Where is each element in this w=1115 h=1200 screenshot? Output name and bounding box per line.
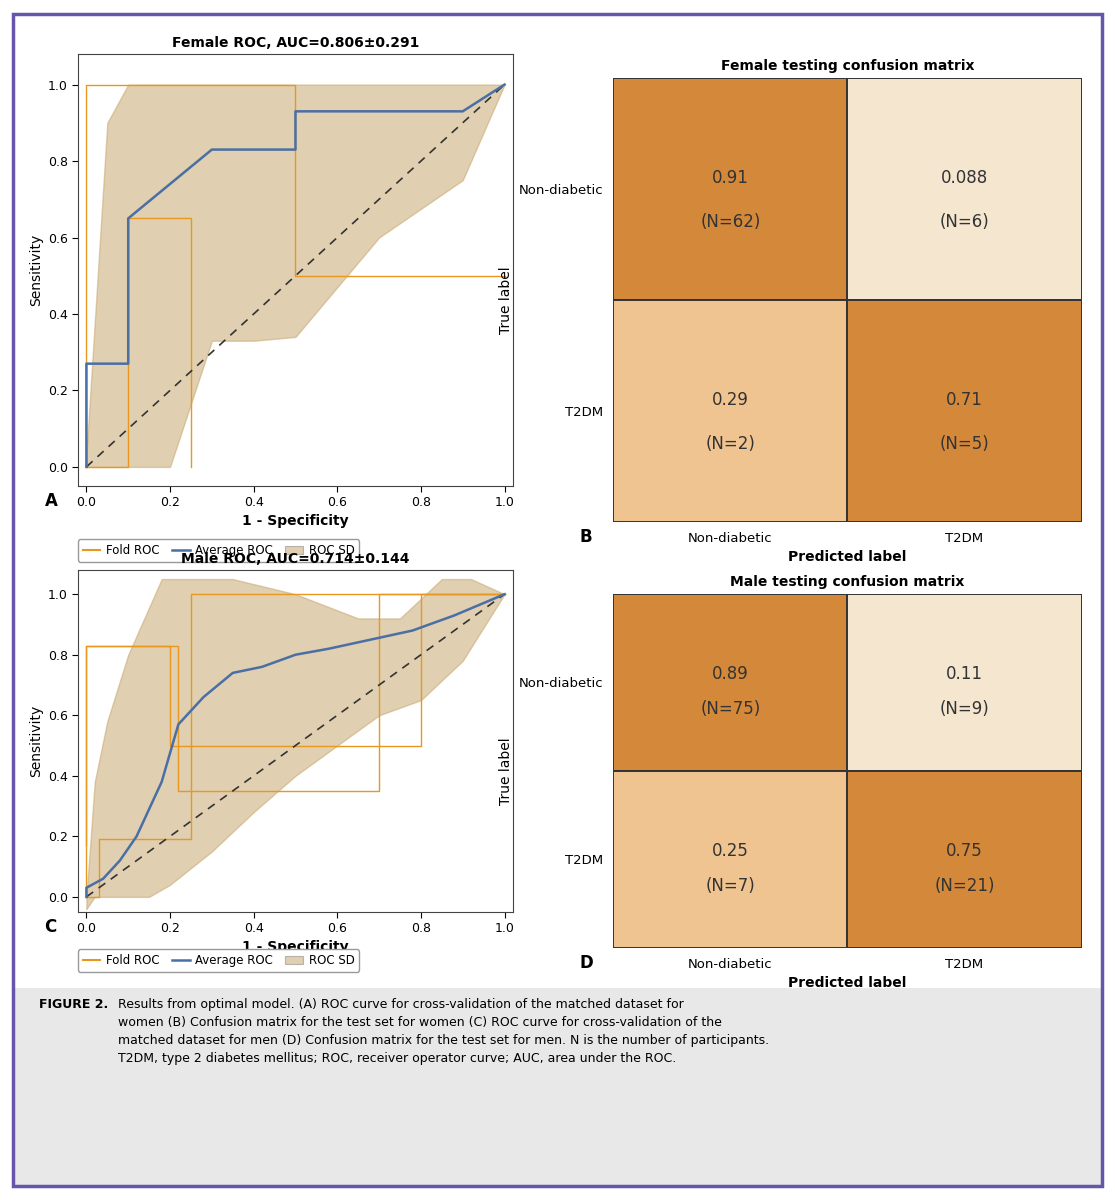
Text: 0.75: 0.75 bbox=[947, 841, 982, 859]
Text: D: D bbox=[580, 954, 593, 972]
X-axis label: 1 - Specificity: 1 - Specificity bbox=[242, 514, 349, 528]
Bar bbox=[613, 78, 847, 300]
Y-axis label: Sensitivity: Sensitivity bbox=[29, 704, 43, 778]
Bar bbox=[847, 770, 1082, 948]
Text: 0.71: 0.71 bbox=[946, 391, 983, 409]
Bar bbox=[847, 78, 1082, 300]
Text: 0.91: 0.91 bbox=[711, 169, 749, 187]
Text: A: A bbox=[45, 492, 58, 510]
X-axis label: Predicted label: Predicted label bbox=[788, 551, 906, 564]
Text: 0.29: 0.29 bbox=[711, 391, 749, 409]
Legend: Fold ROC, Average ROC, ROC SD: Fold ROC, Average ROC, ROC SD bbox=[78, 539, 359, 562]
Text: (N=6): (N=6) bbox=[940, 214, 989, 232]
X-axis label: 1 - Specificity: 1 - Specificity bbox=[242, 940, 349, 954]
Text: (N=62): (N=62) bbox=[700, 214, 760, 232]
Y-axis label: Sensitivity: Sensitivity bbox=[29, 234, 43, 306]
Y-axis label: True label: True label bbox=[500, 266, 513, 334]
Text: (N=7): (N=7) bbox=[706, 877, 755, 895]
Bar bbox=[613, 770, 847, 948]
Bar bbox=[847, 594, 1082, 770]
Text: 0.11: 0.11 bbox=[946, 665, 983, 683]
Title: Female ROC, AUC=0.806±0.291: Female ROC, AUC=0.806±0.291 bbox=[172, 36, 419, 50]
Text: FIGURE 2.: FIGURE 2. bbox=[39, 998, 108, 1012]
Bar bbox=[613, 300, 847, 522]
Y-axis label: True label: True label bbox=[500, 737, 513, 805]
X-axis label: Predicted label: Predicted label bbox=[788, 977, 906, 990]
Legend: Fold ROC, Average ROC, ROC SD: Fold ROC, Average ROC, ROC SD bbox=[78, 949, 359, 972]
Text: (N=5): (N=5) bbox=[940, 436, 989, 454]
Title: Male ROC, AUC=0.714±0.144: Male ROC, AUC=0.714±0.144 bbox=[182, 552, 409, 566]
Text: 0.89: 0.89 bbox=[712, 665, 748, 683]
Text: C: C bbox=[45, 918, 57, 936]
Text: 0.088: 0.088 bbox=[941, 169, 988, 187]
Text: (N=75): (N=75) bbox=[700, 700, 760, 718]
Title: Female testing confusion matrix: Female testing confusion matrix bbox=[720, 59, 975, 73]
Title: Male testing confusion matrix: Male testing confusion matrix bbox=[730, 575, 964, 589]
Text: (N=21): (N=21) bbox=[934, 877, 995, 895]
Bar bbox=[613, 594, 847, 770]
Bar bbox=[847, 300, 1082, 522]
Text: (N=2): (N=2) bbox=[706, 436, 755, 454]
Text: 0.25: 0.25 bbox=[711, 841, 749, 859]
Text: Results from optimal model. (A) ROC curve for cross-validation of the matched da: Results from optimal model. (A) ROC curv… bbox=[118, 998, 769, 1066]
Text: B: B bbox=[580, 528, 592, 546]
Text: (N=9): (N=9) bbox=[940, 700, 989, 718]
